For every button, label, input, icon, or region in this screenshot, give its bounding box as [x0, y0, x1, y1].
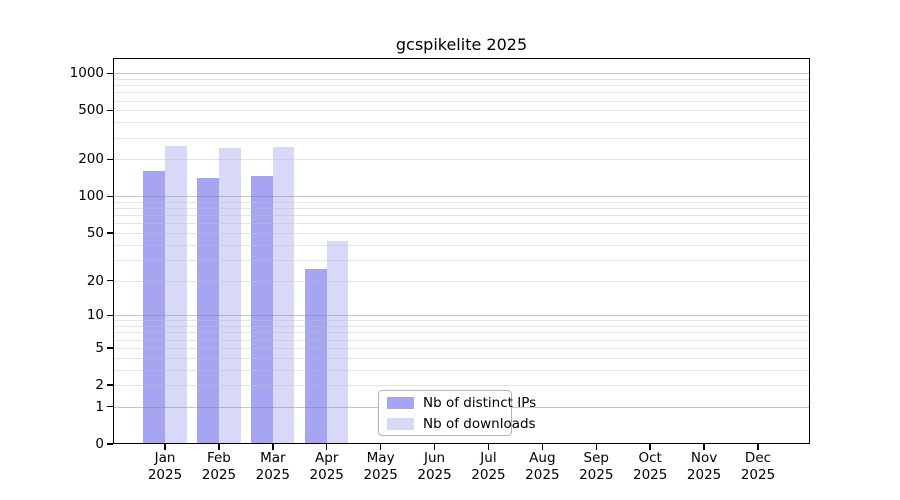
x-tick-label-jun: Jun 2025: [417, 450, 452, 484]
x-tick-mark-jul: [487, 444, 490, 450]
y-tick-label-2: 2: [95, 377, 104, 394]
gridline-minor-8: [113, 326, 810, 328]
bar-distinct-ips-apr: [305, 269, 327, 444]
bar-downloads-feb: [218, 148, 241, 444]
gridline-minor-900: [113, 78, 810, 80]
gridline-minor-30: [113, 259, 810, 261]
plot-area: [113, 58, 810, 444]
x-tick-mark-jun: [433, 444, 436, 450]
x-tick-mark-apr: [326, 444, 328, 450]
y-tick-label-1000: 1000: [69, 65, 104, 82]
x-tick-label-sep: Sep 2025: [579, 450, 614, 484]
y-tick-mark-1000: [107, 72, 113, 74]
bar-distinct-ips-jan: [143, 171, 165, 444]
x-tick-label-jul: Jul 2025: [471, 450, 506, 484]
gridline-minor-800: [113, 85, 810, 87]
x-tick-mark-feb: [218, 444, 220, 450]
legend-item-downloads: Nb of downloads: [387, 416, 536, 432]
legend-swatch-downloads: [387, 417, 414, 430]
legend-item-distinct-ips: Nb of distinct IPs: [387, 395, 536, 411]
x-tick-label-aug: Aug 2025: [525, 450, 560, 484]
gridline-major-10: [113, 315, 810, 317]
bar-downloads-apr: [326, 240, 349, 444]
y-tick-label-50: 50: [86, 225, 104, 242]
y-tick-label-5: 5: [95, 339, 104, 356]
legend-label-downloads: Nb of downloads: [423, 415, 536, 432]
gridline-minor-2: [113, 385, 810, 387]
gridline-minor-400: [113, 122, 810, 124]
y-tick-mark-1: [107, 406, 113, 408]
x-tick-label-jan: Jan 2025: [147, 450, 183, 484]
gridline-minor-4: [113, 357, 810, 359]
y-tick-mark-0: [107, 443, 113, 445]
gridline-minor-90: [113, 201, 810, 203]
x-tick-label-apr: Apr 2025: [309, 450, 344, 484]
gridline-minor-7: [113, 332, 810, 334]
x-tick-label-mar: Mar 2025: [255, 450, 290, 484]
y-tick-mark-100: [107, 195, 113, 198]
legend-swatch-distinct-ips: [387, 396, 414, 409]
x-tick-mark-nov: [703, 444, 705, 450]
x-tick-mark-dec: [757, 444, 759, 450]
y-tick-label-1: 1: [95, 398, 104, 415]
x-tick-mark-oct: [649, 444, 651, 450]
gridline-major-100: [113, 196, 810, 198]
x-tick-mark-aug: [541, 444, 544, 450]
gridline-minor-6: [113, 339, 810, 341]
x-tick-mark-jan: [164, 444, 166, 450]
y-tick-label-100: 100: [78, 188, 104, 205]
gridline-minor-5: [113, 347, 810, 349]
x-tick-label-dec: Dec 2025: [740, 450, 776, 484]
y-tick-mark-200: [107, 158, 113, 161]
y-tick-mark-500: [107, 109, 113, 112]
x-tick-mark-sep: [595, 444, 597, 450]
x-tick-label-may: May 2025: [363, 450, 398, 484]
bar-downloads-mar: [272, 146, 295, 444]
x-tick-mark-mar: [272, 444, 274, 450]
gridline-minor-600: [113, 100, 810, 102]
legend-label-distinct-ips: Nb of distinct IPs: [423, 394, 537, 411]
gridline-minor-20: [113, 280, 810, 282]
y-tick-label-500: 500: [78, 102, 104, 119]
gridline-minor-9: [113, 320, 810, 322]
gridline-major-1000: [113, 73, 810, 75]
x-tick-label-oct: Oct 2025: [632, 450, 668, 484]
gridline-minor-60: [113, 223, 810, 225]
gridline-minor-80: [113, 208, 810, 210]
y-tick-mark-20: [107, 279, 113, 282]
gridline-minor-40: [113, 244, 810, 246]
y-tick-label-200: 200: [78, 151, 104, 168]
x-tick-label-feb: Feb 2025: [201, 450, 237, 484]
bar-downloads-jan: [165, 145, 187, 444]
gridline-minor-70: [113, 215, 810, 217]
y-tick-label-0: 0: [95, 436, 104, 452]
gridline-minor-300: [113, 137, 810, 139]
gridline-minor-200: [113, 159, 810, 161]
bar-distinct-ips-mar: [251, 175, 273, 444]
x-tick-mark-may: [379, 444, 382, 450]
y-tick-mark-10: [107, 314, 113, 317]
gridline-minor-50: [113, 233, 810, 235]
bar-distinct-ips-feb: [197, 177, 219, 444]
y-tick-mark-50: [107, 232, 113, 234]
gridline-minor-700: [113, 92, 810, 94]
legend: Nb of distinct IPs Nb of downloads: [378, 390, 536, 436]
y-tick-mark-5: [107, 347, 113, 349]
gridline-minor-500: [113, 110, 810, 112]
y-tick-label-20: 20: [86, 272, 104, 289]
y-tick-mark-2: [107, 384, 113, 386]
gridline-minor-3: [113, 369, 810, 371]
y-tick-label-10: 10: [86, 307, 104, 324]
x-tick-label-nov: Nov 2025: [686, 450, 722, 484]
chart-title: gcspikelite 2025: [395, 35, 528, 54]
